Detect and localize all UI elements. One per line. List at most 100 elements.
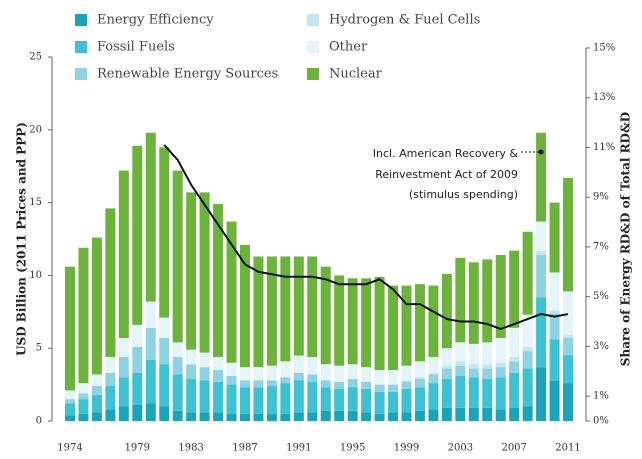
x-tick-label: 1995 <box>340 443 365 454</box>
y2-tick-label: 7% <box>593 241 609 252</box>
bar-segment <box>320 266 331 365</box>
bar-segment <box>563 338 574 356</box>
bar-segment <box>482 378 493 408</box>
bar-segment <box>401 380 412 382</box>
bar-segment <box>186 378 197 413</box>
bar-segment <box>91 237 102 375</box>
bar-segment <box>563 383 574 421</box>
legend-label: Hydrogen & Fuel Cells <box>329 13 480 28</box>
bar-segment <box>293 412 304 421</box>
bar-segment <box>186 192 197 350</box>
bar-segment <box>563 291 574 336</box>
bar-segment <box>65 403 75 416</box>
bar-segment <box>239 387 250 414</box>
bar-segment <box>401 365 412 381</box>
bar-segment <box>549 313 560 340</box>
bar-segment <box>509 372 520 408</box>
bar-segment <box>172 356 183 375</box>
bar-segment <box>280 256 291 362</box>
bar-segment <box>455 365 466 376</box>
y2-tick-label: 15% <box>593 43 615 54</box>
bar-segment <box>213 204 224 357</box>
bar-segment <box>280 413 291 421</box>
bar-segment <box>388 384 399 392</box>
bar-segment <box>307 256 318 357</box>
bar-segment <box>239 380 250 388</box>
bar-segment <box>199 192 210 353</box>
bar-segment <box>536 297 547 368</box>
bar-segment <box>388 370 399 385</box>
y2-tick-label: 0% <box>593 416 609 427</box>
bar-segment <box>536 221 547 251</box>
bar-segment <box>266 256 277 366</box>
bar-segment <box>347 387 358 411</box>
bar-segment <box>347 378 358 388</box>
legend-swatch <box>75 68 87 80</box>
bar-segment <box>105 409 116 421</box>
legend-label: Energy Efficiency <box>97 13 214 28</box>
bar-segment <box>549 202 560 273</box>
bar-segment <box>266 413 277 421</box>
bar-segment <box>455 407 466 421</box>
x-tick-label: 2011 <box>555 443 580 454</box>
bar-segment <box>468 262 479 344</box>
bar-segment <box>172 170 183 343</box>
bar-segment <box>388 285 399 371</box>
bar-segment <box>334 388 345 411</box>
bar-segment <box>132 145 143 325</box>
bar-segment <box>482 259 493 343</box>
y-tick-label: 0 <box>36 416 42 427</box>
bar-segment <box>374 370 385 385</box>
bar-segment <box>468 364 479 369</box>
bar-segment <box>414 387 425 411</box>
bar-segment <box>428 285 439 357</box>
bar-segment <box>132 324 143 347</box>
bar-segment <box>509 356 520 362</box>
legend-swatch <box>307 14 319 26</box>
bar-segment <box>455 361 466 366</box>
bar-segment <box>388 391 399 413</box>
y-tick-label: 25 <box>29 52 42 63</box>
bar-segment <box>266 380 277 387</box>
bar-segment <box>159 338 170 365</box>
bar-segment <box>320 380 331 388</box>
bar-segment <box>266 386 277 414</box>
bar-segment <box>105 356 116 373</box>
bar-segment <box>105 208 116 357</box>
bar-segment <box>347 278 358 365</box>
bar-segment <box>78 393 89 400</box>
bar-segment <box>536 255 547 298</box>
bar-segment <box>213 412 224 421</box>
legend-label: Other <box>329 40 368 55</box>
bar-segment <box>495 255 506 339</box>
bar-segment <box>239 367 250 381</box>
annotation: (stimulus spending) <box>409 188 518 201</box>
bar-segment <box>118 338 129 357</box>
bar-segment <box>293 355 304 373</box>
y2-tick-label: 1% <box>593 391 609 402</box>
bar-segment <box>522 346 533 352</box>
bar-segment <box>91 374 102 387</box>
bar-segment <box>239 244 250 368</box>
y2-tick-label: 11% <box>593 142 615 153</box>
bar-segment <box>428 409 439 421</box>
x-tick-label: 1974 <box>57 443 82 454</box>
bar-segment <box>536 250 547 256</box>
legend-label: Nuclear <box>329 67 383 82</box>
annotation: Reinvestment Act of 2009 <box>375 168 518 181</box>
legend-label: Renewable Energy Sources <box>97 67 278 82</box>
bar-segment <box>91 386 102 395</box>
y-tick-label: 20 <box>29 124 42 135</box>
bar-segment <box>468 343 479 365</box>
bar-segment <box>320 410 331 421</box>
bar-segment <box>401 412 412 421</box>
bar-segment <box>549 380 560 421</box>
legend-swatch <box>75 14 87 26</box>
bar-segment <box>549 272 560 311</box>
bar-segment <box>293 256 304 356</box>
bar-segment <box>145 301 156 328</box>
legend-label: Fossil Fuels <box>97 40 175 55</box>
bar-segment <box>428 383 439 410</box>
bar-segment <box>334 410 345 421</box>
bar-segment <box>536 132 547 222</box>
